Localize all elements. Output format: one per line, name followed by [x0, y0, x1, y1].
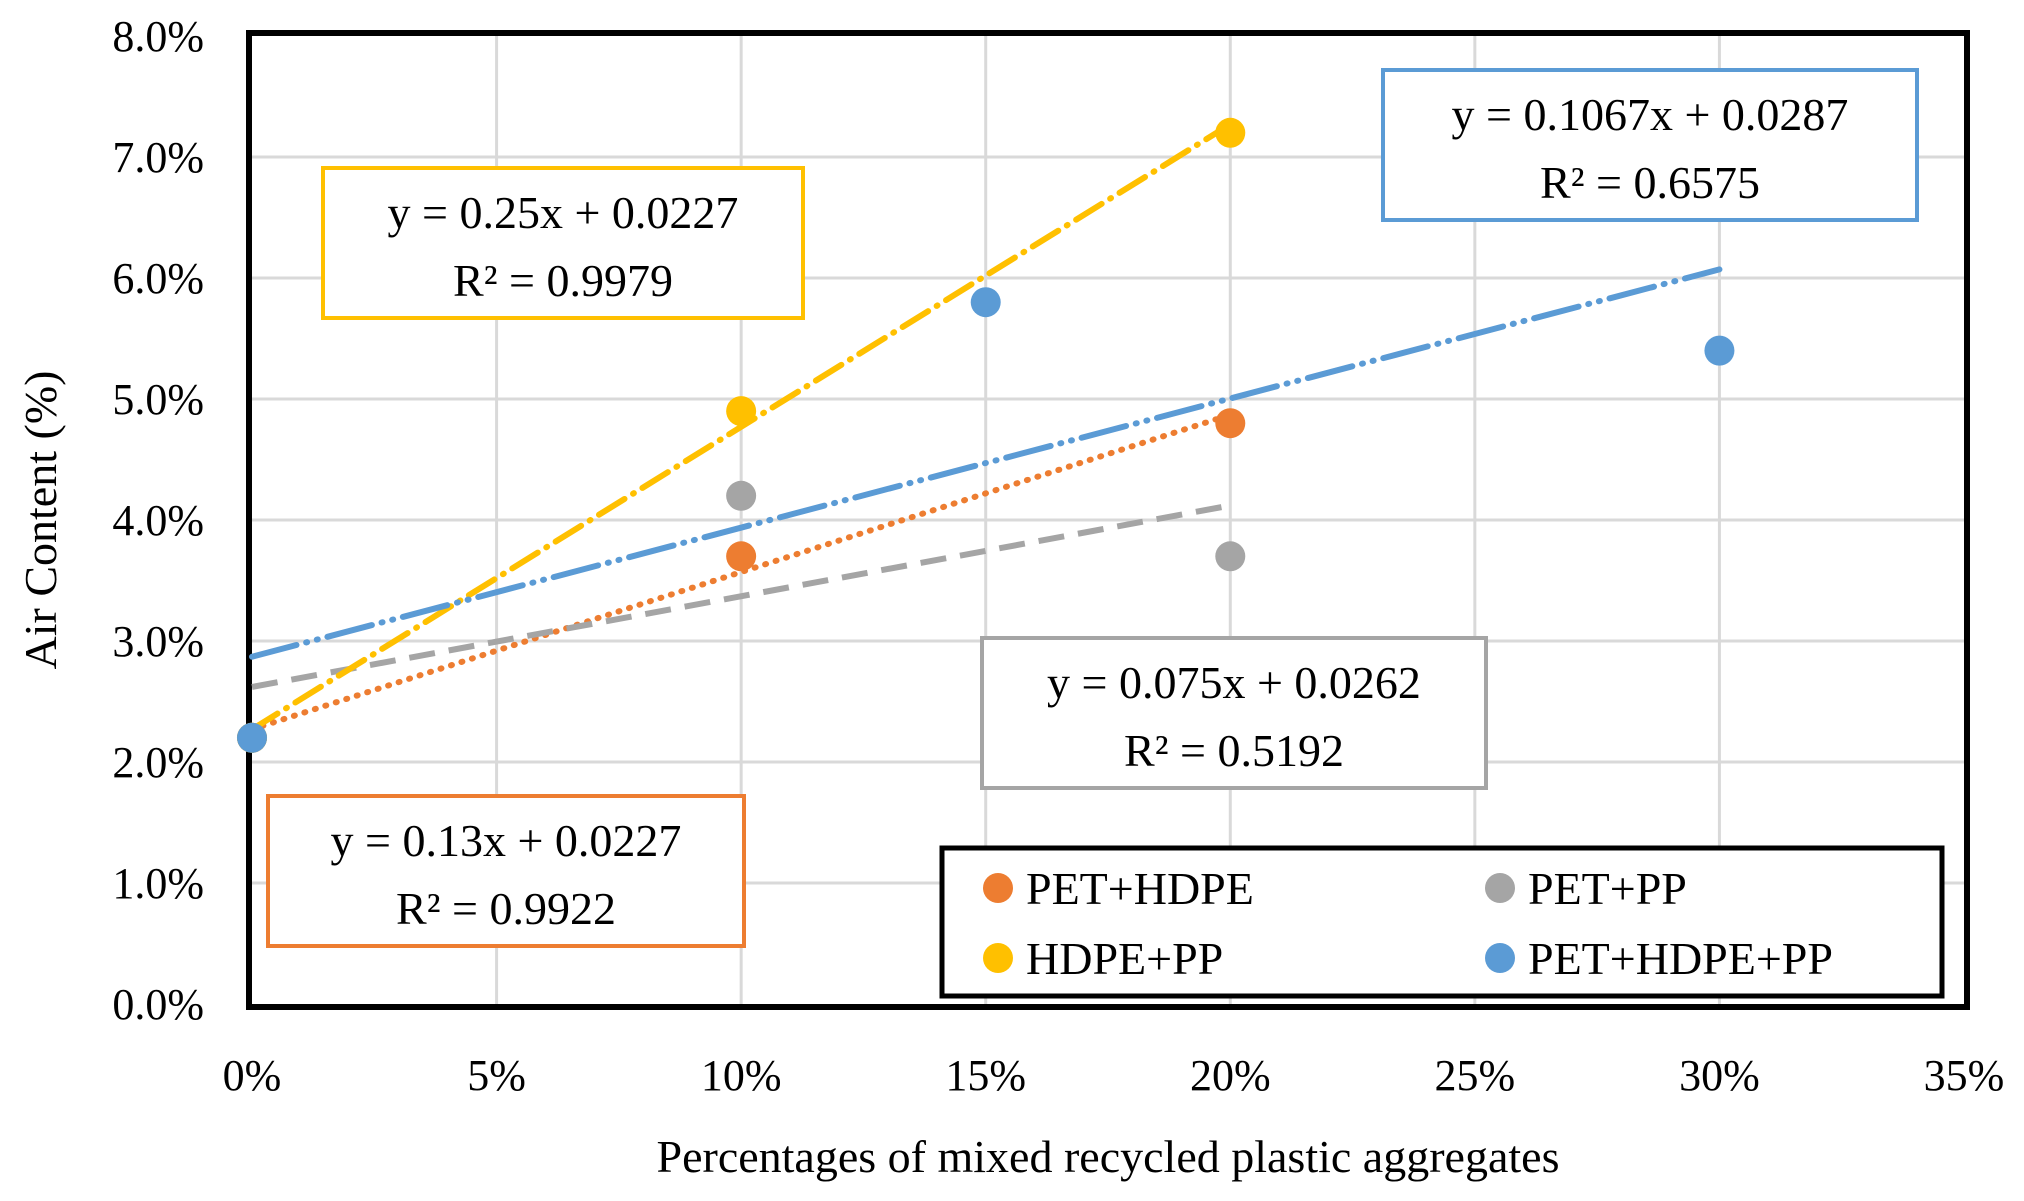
trendline-pet-pp	[251, 502, 1231, 690]
y-tick-label: 4.0%	[112, 496, 204, 545]
point-pet-pp	[726, 480, 757, 511]
x-axis-title: Percentages of mixed recycled plastic ag…	[657, 1131, 1560, 1182]
legend-box	[939, 845, 1945, 999]
trendlines	[249, 121, 1723, 733]
equation-box-pet-hdpe-pp	[1381, 68, 1919, 222]
legend-label: PET+PP	[1528, 863, 1687, 914]
y-tick-label: 8.0%	[112, 12, 204, 61]
x-tick-label: 25%	[1435, 1051, 1516, 1100]
point-hdpe-pp	[1215, 117, 1246, 148]
r-squared-value: R² = 0.6575	[1540, 157, 1760, 208]
y-tick-label: 0.0%	[112, 980, 204, 1029]
equation-box-pet-pp	[980, 636, 1488, 790]
trendline-equation: y = 0.075x + 0.0262	[1047, 657, 1421, 708]
point-pet-hdpe	[726, 541, 757, 572]
trendline-equations: y = 0.13x + 0.0227 R² = 0.9922 y = 0.075x …	[266, 68, 1919, 948]
legend-marker	[1485, 943, 1515, 973]
legend-marker	[983, 873, 1013, 903]
trendline-hdpe-pp	[249, 121, 1234, 733]
equation-box-pet-hdpe	[266, 794, 746, 948]
x-tick-label: 20%	[1190, 1051, 1271, 1100]
legend: PET+HDPE PET+PP HDPE+PP PET+HDPE+PP	[939, 845, 1945, 999]
point-pet-pp	[1215, 541, 1246, 572]
trendline-equation: y = 0.1067x + 0.0287	[1452, 89, 1849, 140]
point-pet-hdpe-pp	[970, 287, 1001, 318]
trendline-equation: y = 0.13x + 0.0227	[331, 815, 682, 866]
plot-area-border	[246, 30, 1970, 1010]
y-tick-label: 2.0%	[112, 738, 204, 787]
y-axis-title: Air Content (%)	[15, 371, 66, 670]
r-squared-value: R² = 0.9979	[453, 255, 673, 306]
y-tick-label: 5.0%	[112, 375, 204, 424]
legend-label: PET+HDPE+PP	[1528, 933, 1833, 984]
x-tick-label: 15%	[945, 1051, 1026, 1100]
legend-marker	[1485, 873, 1515, 903]
x-tick-label: 0%	[223, 1051, 282, 1100]
x-tick-label: 5%	[467, 1051, 526, 1100]
legend-label: PET+HDPE	[1026, 863, 1254, 914]
point-pet-hdpe-pp	[237, 722, 267, 753]
r-squared-value: R² = 0.5192	[1124, 725, 1344, 776]
point-pet-hdpe-pp	[1704, 335, 1735, 366]
y-tick-label: 3.0%	[112, 617, 204, 666]
y-tick-label: 6.0%	[112, 254, 204, 303]
x-tick-label: 30%	[1679, 1051, 1760, 1100]
legend-label: HDPE+PP	[1026, 933, 1223, 984]
legend-marker	[983, 943, 1013, 973]
equation-box-hdpe-pp	[321, 166, 805, 320]
x-tick-label: 10%	[701, 1051, 782, 1100]
x-tick-label: 35%	[1924, 1051, 2005, 1100]
y-tick-label: 7.0%	[112, 133, 204, 182]
point-hdpe-pp	[726, 396, 757, 427]
data-points	[237, 117, 1735, 753]
trendline-pet-hdpe-pp	[249, 266, 1723, 660]
tick-labels: 0.0% 1.0% 2.0% 3.0% 4.0% 5.0% 6.0% 7.0% 8.0% 0% 5%…	[112, 12, 2004, 1100]
trendline-equation: y = 0.25x + 0.0227	[388, 187, 739, 238]
r-squared-value: R² = 0.9922	[396, 883, 616, 934]
point-pet-hdpe	[1215, 408, 1246, 439]
trendline-pet-hdpe	[249, 411, 1234, 733]
y-tick-label: 1.0%	[112, 859, 204, 908]
